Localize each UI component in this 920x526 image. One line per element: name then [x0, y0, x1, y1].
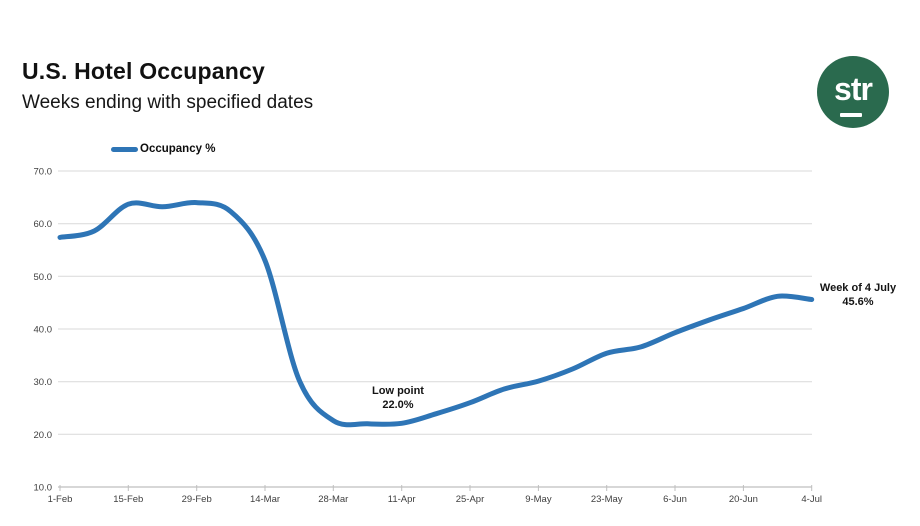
x-tick-label: 29-Feb: [182, 494, 212, 505]
annotation-low-point: Low point: [372, 385, 424, 397]
x-tick-label: 6-Jun: [663, 494, 687, 505]
y-tick-label: 70.0: [34, 167, 53, 178]
x-tick-label: 1-Feb: [48, 494, 73, 505]
x-tick-label: 11-Apr: [388, 494, 416, 505]
chart-subtitle: Weeks ending with specified dates: [22, 92, 314, 113]
annotation-low-point: 22.0%: [382, 399, 413, 411]
y-tick-label: 30.0: [34, 377, 53, 388]
y-tick-label: 10.0: [34, 483, 53, 494]
x-tick-label: 23-May: [591, 494, 623, 505]
annotation-week-of-4-july: 45.6%: [842, 296, 873, 308]
x-tick-label: 9-May: [525, 494, 552, 505]
legend-label: Occupancy %: [140, 143, 216, 155]
x-tick-label: 15-Feb: [113, 494, 143, 505]
x-tick-label: 20-Jun: [729, 494, 758, 505]
str-logo: str: [817, 56, 889, 128]
chart-header: U.S. Hotel Occupancy Weeks ending with s…: [22, 58, 313, 114]
legend: Occupancy %: [111, 143, 215, 155]
occupancy-line: [57, 200, 815, 428]
y-tick-label: 60.0: [34, 219, 53, 230]
y-tick-label: 40.0: [34, 325, 53, 336]
x-tick-label: 25-Apr: [456, 494, 485, 505]
y-tick-label: 20.0: [34, 430, 53, 441]
x-tick-label: 28-Mar: [318, 494, 348, 505]
str-logo-text: str: [834, 71, 873, 107]
x-tick-label: 4-Jul: [801, 494, 822, 505]
y-tick-label: 50.0: [34, 272, 53, 283]
x-tick-label: 14-Mar: [250, 494, 280, 505]
legend-line-swatch: [111, 146, 138, 152]
str-logo-underline: [840, 113, 862, 117]
annotation-week-of-4-july: Week of 4 July: [820, 282, 897, 294]
chart-title: U.S. Hotel Occupancy: [22, 58, 266, 84]
